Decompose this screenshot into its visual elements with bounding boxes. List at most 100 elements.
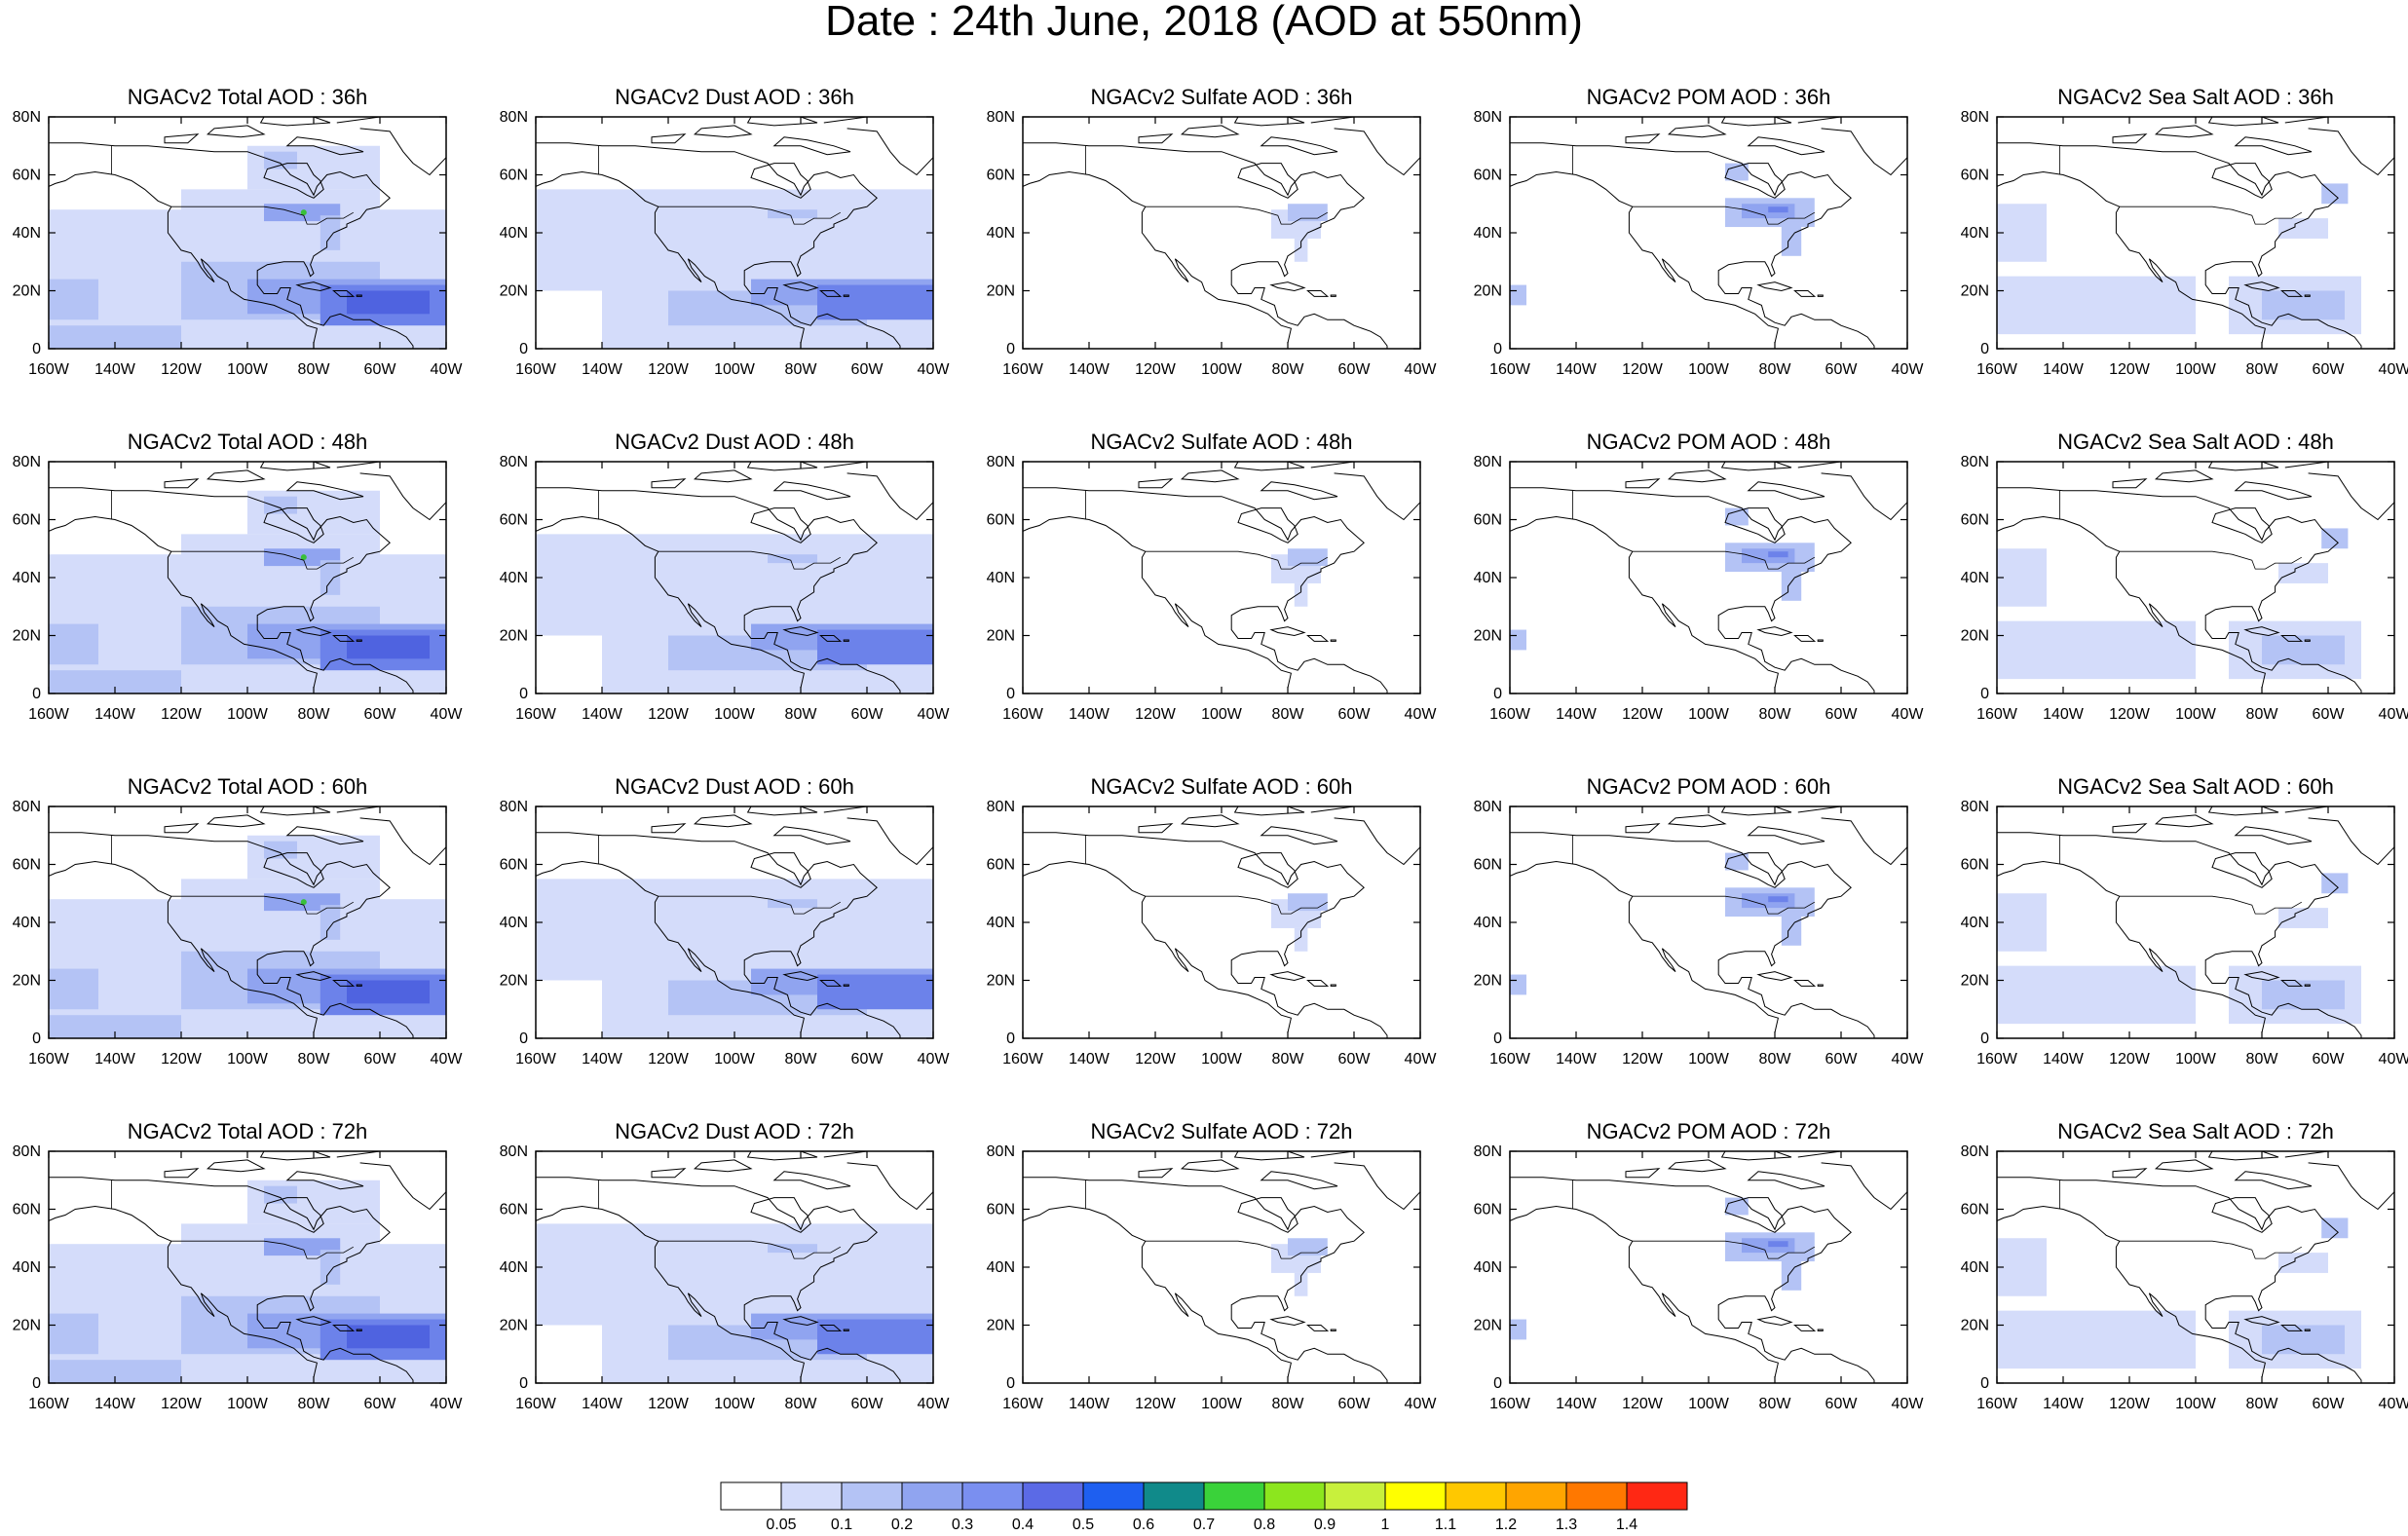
x-tick-label: 80W bbox=[1272, 361, 1305, 378]
coastline-island bbox=[2154, 125, 2214, 138]
map-panel: NGACv2 Sulfate AOD : 60h 160W 140W 120W 100W… bbox=[987, 775, 1438, 1077]
aod-region bbox=[49, 1360, 181, 1383]
coastline-greenland bbox=[1310, 462, 1420, 521]
colorbar-swatch bbox=[1324, 1481, 1386, 1511]
coastline-island bbox=[2207, 117, 2279, 127]
x-tick-label: 140W bbox=[94, 1051, 136, 1068]
coastline-island bbox=[1180, 1159, 1240, 1173]
coastline-island bbox=[1756, 626, 1793, 637]
aerosol-field bbox=[1271, 204, 1328, 262]
x-tick-label: 120W bbox=[161, 706, 203, 723]
border-us-canada bbox=[1145, 1240, 1329, 1259]
coastline-north-america bbox=[49, 142, 414, 349]
y-tick-label: 0 bbox=[519, 341, 528, 357]
map-plot: 160W 140W 120W 100W 80W 60W 40W 0 20N 40N 60N 80N bbox=[13, 454, 464, 723]
coastline-island bbox=[285, 1171, 364, 1190]
coastline-greenland bbox=[1797, 1151, 1907, 1211]
coastline-island bbox=[819, 635, 843, 642]
x-tick-label: 60W bbox=[851, 361, 884, 378]
y-tick-label: 40N bbox=[13, 225, 41, 242]
coastline-island bbox=[746, 462, 818, 471]
colorbar-swatch bbox=[1082, 1481, 1145, 1511]
aod-region bbox=[264, 841, 297, 859]
coastline-island bbox=[2154, 1159, 2214, 1173]
x-tick-label: 60W bbox=[1825, 361, 1859, 378]
y-tick-label: 40N bbox=[1474, 570, 1502, 586]
aod-region bbox=[1725, 507, 1749, 526]
panel-title: NGACv2 Sea Salt AOD : 48h bbox=[2057, 430, 2334, 454]
y-tick-label: 20N bbox=[1961, 283, 1989, 300]
x-tick-label: 80W bbox=[785, 706, 818, 723]
x-tick-label: 140W bbox=[582, 706, 623, 723]
aod-region bbox=[49, 968, 98, 1010]
coastlines bbox=[49, 117, 446, 349]
y-tick-label: 60N bbox=[1474, 512, 1502, 529]
aod-region bbox=[2321, 528, 2349, 549]
x-tick-label: 140W bbox=[582, 1396, 623, 1412]
colorbar-swatch bbox=[1384, 1481, 1447, 1511]
y-tick-label: 0 bbox=[1006, 1030, 1015, 1047]
y-tick-label: 60N bbox=[13, 512, 41, 529]
map-panel: NGACv2 Total AOD : 36h 160W 140W 120W 100W 80… bbox=[13, 86, 464, 388]
aod-region bbox=[768, 209, 817, 219]
colorbar-swatch bbox=[1445, 1481, 1507, 1511]
figure-title: Date : 24th June, 2018 (AOD at 550nm) bbox=[825, 0, 1583, 45]
aod-region bbox=[1768, 1241, 1788, 1248]
y-tick-label: 80N bbox=[13, 1143, 41, 1160]
coastline-hudson-bay bbox=[2211, 1197, 2273, 1233]
coastline-hudson-bay bbox=[750, 507, 811, 543]
border-us-canada bbox=[2119, 1240, 2303, 1259]
colorbar-swatch bbox=[720, 1481, 782, 1511]
map-panel: NGACv2 Sulfate AOD : 72h 160W 140W 120W 100W… bbox=[987, 1120, 1438, 1422]
x-tick-label: 60W bbox=[2313, 1396, 2346, 1412]
x-tick-label: 160W bbox=[515, 706, 557, 723]
x-tick-label: 100W bbox=[714, 706, 756, 723]
map-panel: NGACv2 POM AOD : 36h 160W 140W 120W 100W 80W 6… bbox=[1474, 86, 1925, 388]
x-tick-label: 140W bbox=[2043, 1396, 2085, 1412]
coastline-island bbox=[1625, 1168, 1661, 1179]
x-tick-label: 60W bbox=[364, 1396, 397, 1412]
coastline-island bbox=[1260, 136, 1338, 156]
coastline-island bbox=[2304, 639, 2311, 642]
x-tick-label: 100W bbox=[227, 1396, 269, 1412]
coastline-island bbox=[1720, 462, 1792, 471]
x-tick-label: 60W bbox=[851, 1051, 884, 1068]
aerosol-field bbox=[536, 879, 933, 1038]
border-us-canada bbox=[1145, 550, 1329, 570]
x-tick-label: 60W bbox=[1338, 1051, 1372, 1068]
coastline-north-america bbox=[536, 487, 901, 693]
colorbar-label: 0.8 bbox=[1254, 1517, 1275, 1533]
colorbar-label: 1.4 bbox=[1616, 1517, 1637, 1533]
y-tick-label: 40N bbox=[500, 1259, 528, 1276]
y-tick-label: 20N bbox=[987, 973, 1015, 990]
aod-region bbox=[1725, 852, 1749, 871]
colorbar-label: 0.9 bbox=[1314, 1517, 1336, 1533]
aod-region bbox=[1510, 1319, 1526, 1340]
coastline-island bbox=[259, 806, 331, 816]
aod-region bbox=[1781, 566, 1802, 601]
map-panel: NGACv2 POM AOD : 48h 160W 140W 120W 100W 80W 6… bbox=[1474, 431, 1925, 732]
aod-region bbox=[768, 554, 817, 564]
x-tick-label: 80W bbox=[1759, 706, 1792, 723]
coastline-north-america bbox=[1023, 487, 1388, 693]
y-tick-label: 40N bbox=[987, 570, 1015, 586]
coastline-island bbox=[2234, 136, 2313, 156]
map-plot: 160W 140W 120W 100W 80W 60W 40W 0 20N 40N 60N 80N bbox=[1961, 454, 2408, 723]
x-tick-label: 160W bbox=[28, 1396, 70, 1412]
x-tick-label: 100W bbox=[1688, 1396, 1730, 1412]
coastline-hudson-bay bbox=[1724, 852, 1786, 888]
y-tick-label: 20N bbox=[500, 1318, 528, 1334]
y-tick-label: 40N bbox=[500, 915, 528, 931]
aod-region bbox=[1725, 1197, 1749, 1216]
map-plot: 160W 140W 120W 100W 80W 60W 40W 0 20N 40N 60N 80N bbox=[1474, 109, 1925, 378]
coastline-greenland bbox=[1797, 117, 1907, 176]
coastline-hudson-bay bbox=[263, 507, 324, 543]
aerosol-field bbox=[1510, 1197, 1815, 1340]
x-tick-label: 60W bbox=[2313, 706, 2346, 723]
y-tick-label: 20N bbox=[13, 283, 41, 300]
map-plot: 160W 140W 120W 100W 80W 60W 40W 0 20N 40N 60N 80N bbox=[500, 1143, 951, 1412]
coastline-island bbox=[2207, 806, 2279, 816]
map-panel: NGACv2 Sea Salt AOD : 60h 160W 140W 120W 100… bbox=[1961, 775, 2408, 1077]
coastline-island bbox=[819, 980, 843, 987]
aerosol-field bbox=[49, 1180, 446, 1383]
